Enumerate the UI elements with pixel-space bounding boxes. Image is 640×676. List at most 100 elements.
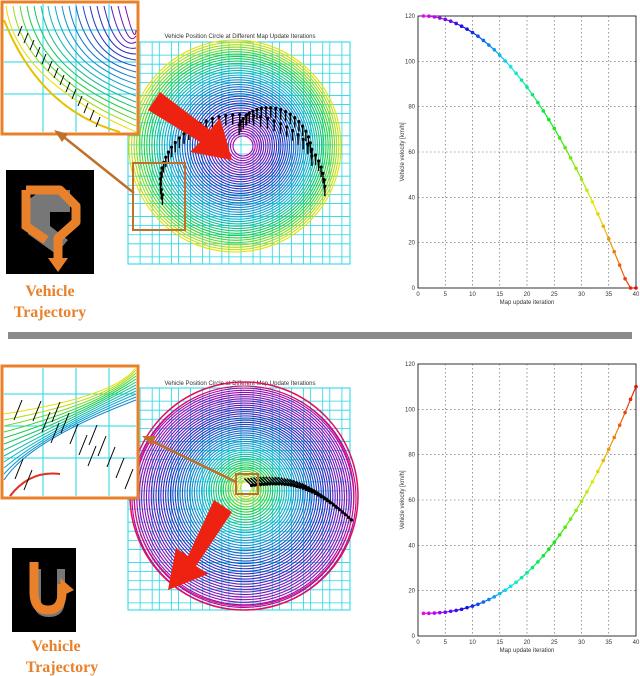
data-point — [536, 100, 540, 105]
data-point — [557, 533, 562, 537]
data-point — [574, 508, 578, 513]
data-point — [497, 53, 502, 58]
data-point — [628, 286, 633, 290]
x-tick-label: 35 — [605, 640, 612, 646]
x-tick-label: 25 — [551, 640, 558, 646]
series-line-segment — [619, 412, 626, 426]
bottom-trajectory-label-line2: Trajectory — [26, 659, 99, 676]
data-point — [421, 14, 426, 18]
y-tick-label: 80 — [408, 453, 415, 459]
y-tick-label: 20 — [408, 589, 415, 595]
data-point — [634, 286, 638, 290]
data-point — [519, 575, 524, 580]
data-point — [459, 24, 464, 29]
section-divider — [8, 332, 632, 339]
series-line-segment — [629, 386, 637, 400]
data-point — [470, 30, 475, 35]
x-axis-label: Map update iteration — [500, 648, 555, 654]
series-line-segment — [580, 178, 588, 191]
data-point — [585, 188, 589, 193]
series-line-segment — [559, 137, 566, 148]
data-point — [443, 610, 448, 614]
data-point — [568, 156, 573, 160]
data-point — [568, 517, 573, 521]
data-point — [574, 166, 578, 171]
data-point — [421, 611, 426, 616]
data-point — [541, 109, 546, 113]
y-tick-label: 20 — [408, 241, 415, 247]
data-point — [530, 92, 535, 97]
y-tick-label: 120 — [405, 362, 416, 368]
top-section: Vehicle Position Circle at Different Map… — [0, 0, 640, 321]
data-point — [590, 480, 595, 484]
top-velocity-chart: 0 5 10 15 20 25 30 35 40 0 20 40 60 80 100 120 Map updat… — [400, 14, 640, 306]
data-point — [596, 212, 600, 216]
y-tick-label: 100 — [405, 407, 416, 413]
data-point — [497, 591, 502, 596]
series-line-segment — [570, 157, 577, 169]
y-tick-label: 60 — [408, 498, 415, 504]
y-tick-label: 80 — [408, 105, 415, 111]
x-tick-label: 40 — [633, 292, 640, 298]
bottom-trajectory-icon — [12, 548, 76, 632]
data-point — [634, 384, 638, 389]
data-point — [448, 609, 453, 614]
top-red-arrow — [148, 92, 232, 160]
data-point — [579, 177, 584, 181]
series-line-segment — [624, 399, 632, 413]
data-point — [492, 47, 497, 52]
data-point — [492, 594, 497, 599]
data-point — [617, 423, 622, 428]
data-point — [585, 490, 589, 494]
bottom-map-title: Vehicle Position Circle at Different Map… — [165, 381, 316, 387]
top-zoom-region — [132, 162, 186, 231]
x-tick-label: 10 — [469, 292, 476, 298]
top-ring-map — [128, 39, 342, 253]
data-point — [606, 447, 611, 452]
bottom-trajectory-markers — [243, 476, 354, 522]
series-line-segment — [602, 448, 610, 461]
y-axis-label: Vehicle velocity [km/h] — [400, 470, 406, 529]
data-point — [432, 15, 437, 19]
data-point — [481, 600, 486, 604]
series-line-segment — [597, 460, 604, 472]
data-point — [525, 85, 529, 89]
data-point — [628, 397, 633, 402]
x-tick-label: 15 — [496, 640, 503, 646]
data-point — [503, 59, 508, 63]
data-point — [623, 276, 627, 281]
data-point — [623, 410, 627, 415]
data-point — [438, 610, 442, 615]
data-point — [547, 547, 551, 551]
data-point — [432, 611, 437, 615]
top-map-title: Vehicle Position Circle at Different Map… — [165, 34, 316, 40]
bottom-zoom-region — [235, 473, 259, 495]
series-line-segment — [586, 190, 593, 203]
data-point — [454, 608, 458, 613]
series-line-segment — [591, 201, 599, 215]
x-tick-label: 15 — [496, 292, 503, 298]
data-point — [476, 602, 480, 607]
data-point — [579, 499, 584, 504]
data-point — [541, 553, 546, 558]
y-tick-label: 100 — [405, 59, 416, 65]
data-point — [552, 540, 557, 545]
x-tick-label: 30 — [578, 292, 585, 298]
data-point — [563, 145, 567, 150]
data-point — [476, 34, 480, 38]
data-point — [612, 249, 616, 254]
data-point — [470, 604, 475, 608]
data-point — [454, 21, 458, 26]
series-line-segment — [564, 147, 572, 159]
series-line-segment — [553, 128, 561, 139]
x-tick-label: 35 — [605, 292, 612, 298]
bottom-connector-arrow — [142, 436, 237, 484]
series-line-segment — [613, 424, 621, 438]
y-tick-label: 120 — [405, 14, 416, 20]
series-line-segment — [608, 238, 615, 252]
x-tick-label: 0 — [416, 292, 420, 298]
y-axis-label: Vehicle velocity [km/h] — [400, 122, 406, 181]
top-trajectory-icon — [6, 170, 94, 274]
data-point — [530, 565, 535, 570]
